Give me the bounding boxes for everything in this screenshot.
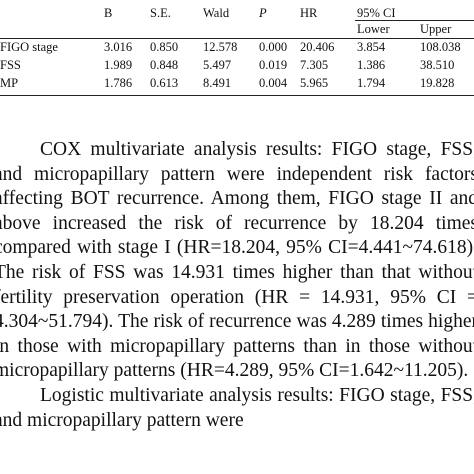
col-header-wald: Wald: [203, 6, 230, 20]
cell-b: 3.016: [104, 40, 133, 54]
cell-se: 0.613: [150, 76, 179, 90]
col-header-p: P: [259, 6, 267, 20]
col-header-b: B: [104, 6, 113, 20]
paragraph-cox: COX multivariate analysis results: FIGO …: [0, 139, 474, 382]
table-bottom-rule: [0, 95, 474, 96]
cell-p: 0.000: [259, 40, 288, 54]
cell-b: 1.989: [104, 58, 133, 72]
row-label: MP: [0, 76, 19, 90]
col-header-upper: Upper: [420, 22, 452, 36]
cell-se: 0.850: [150, 40, 179, 54]
col-header-ci: 95% CI: [357, 6, 396, 20]
cell-p: 0.019: [259, 58, 288, 72]
ci-header-rule: [355, 20, 474, 21]
cell-upper: 38.510: [420, 58, 455, 72]
paragraph-logistic: Logistic multivariate analysis results: …: [0, 384, 474, 431]
cell-wald: 12.578: [203, 40, 238, 54]
row-label: FIGO stage: [0, 40, 58, 54]
cell-p: 0.004: [259, 76, 288, 90]
col-header-se: S.E.: [150, 6, 171, 20]
cell-se: 0.848: [150, 58, 179, 72]
cell-hr: 7.305: [300, 58, 329, 72]
cell-hr: 20.406: [300, 40, 335, 54]
cell-wald: 8.491: [203, 76, 232, 90]
cell-upper: 108.038: [420, 40, 461, 54]
header-bottom-rule: [0, 38, 474, 39]
analysis-text: COX multivariate analysis results: FIGO …: [0, 138, 474, 433]
cell-hr: 5.965: [300, 76, 329, 90]
col-header-lower: Lower: [357, 22, 390, 36]
cell-upper: 19.828: [420, 76, 455, 90]
results-table: B S.E. Wald P HR 95% CI Lower Upper FIGO…: [0, 0, 474, 100]
cell-lower: 3.854: [357, 40, 386, 54]
cell-lower: 1.386: [357, 58, 386, 72]
col-header-hr: HR: [300, 6, 318, 20]
cell-b: 1.786: [104, 76, 133, 90]
cell-lower: 1.794: [357, 76, 386, 90]
row-label: FSS: [0, 58, 21, 72]
cell-wald: 5.497: [203, 58, 232, 72]
